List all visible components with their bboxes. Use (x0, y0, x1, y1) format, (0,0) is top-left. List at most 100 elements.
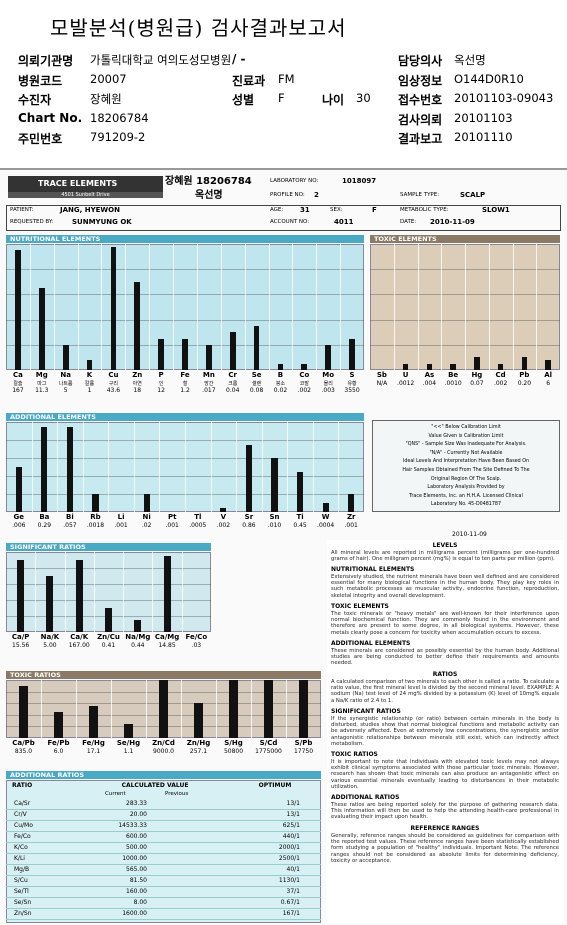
field-value: F (372, 206, 377, 214)
element-label: Na (60, 371, 71, 379)
legend-note: Hair Samples Obtained From The Site Defi… (402, 468, 530, 473)
field-label: DATE: (400, 219, 417, 225)
bar (521, 357, 528, 370)
value-label: 43.6 (106, 387, 121, 394)
column-divider (149, 244, 151, 370)
element-label: Tl (194, 513, 202, 521)
korean-label: 유황 (347, 381, 357, 387)
table-subheader: Previous (165, 791, 189, 797)
element-label: P (158, 371, 164, 379)
column-divider (152, 552, 154, 632)
explanations: LEVELS All mineral levels are reported in… (327, 540, 563, 923)
ratio-value: 14533.33 (118, 822, 147, 829)
bar (322, 503, 329, 512)
info-label: 진료과 (232, 73, 266, 88)
bar (75, 560, 83, 632)
ratio-value: 1000.00 (122, 855, 147, 862)
ratio-name: Fe/Co (14, 833, 31, 840)
value-label: .0012 (397, 380, 415, 387)
element-label: S/Cd (259, 739, 278, 747)
field-label: AGE: (270, 207, 284, 213)
bar (348, 494, 355, 512)
value-label: 0.04 (226, 387, 240, 394)
column-divider (53, 244, 55, 370)
explanation-text: These minerals are considered as possibl… (331, 648, 559, 667)
bar (92, 494, 99, 512)
value-label: .004 (422, 380, 437, 387)
element-label: Ti (296, 513, 304, 521)
grid-line (6, 294, 364, 296)
korean-label: 코발 (299, 381, 309, 387)
column-divider (108, 422, 110, 512)
bar (474, 357, 480, 370)
legend-note: Value Given is Calibration Limit (428, 433, 504, 439)
explanation-heading: NUTRITIONAL ELEMENTS (331, 566, 415, 573)
value-label: .003 (321, 387, 335, 394)
explanation-text: If the synergistic relationship (or rati… (331, 716, 559, 747)
field-label: PATIENT: (10, 207, 34, 213)
table-header: OPTIMUM (258, 782, 292, 789)
value-label: 0.08 (249, 387, 264, 394)
table-bg (6, 780, 321, 923)
ratio-value: 160.00 (126, 888, 147, 895)
field-label: PROFILE NO: (270, 192, 305, 198)
value-label: .02 (141, 522, 152, 529)
ratio-optimum: 2500/1 (278, 855, 300, 862)
element-label: Cr (228, 371, 238, 379)
column-divider (196, 244, 198, 370)
bar (54, 711, 63, 738)
column-divider (101, 244, 103, 370)
bar (15, 467, 22, 512)
ratio-value: 283.33 (126, 800, 147, 807)
lab-logo: TRACE ELEMENTS (8, 176, 163, 192)
grid-line (6, 584, 211, 585)
column-divider (93, 552, 95, 632)
value-label: 6.0 (53, 748, 64, 755)
element-label: Na/Mg (125, 633, 151, 641)
field-value: JANG, HYEWON (60, 206, 120, 214)
value-label: 0.41 (101, 642, 116, 649)
value-label: .010 (267, 522, 282, 529)
column-divider (286, 680, 287, 738)
value-label: 6 (546, 380, 551, 387)
element-label: Hg (471, 371, 483, 379)
value-label: 5 (63, 387, 68, 394)
value-label: .006 (12, 522, 26, 529)
column-divider (251, 680, 252, 738)
value-label: .03 (191, 642, 202, 649)
info-value: 20101103-09043 (454, 91, 554, 105)
element-label: Al (544, 371, 553, 379)
element-label: K (86, 371, 93, 379)
bar (41, 426, 48, 512)
field-value: 2010-11-09 (430, 218, 475, 226)
value-label: 1.2 (180, 387, 190, 394)
column-divider (465, 244, 466, 370)
explanation-heading: ADDITIONAL ELEMENTS (331, 640, 411, 647)
info-value: F (278, 91, 285, 105)
value-label: 0.02 (273, 387, 288, 394)
value-label: 835.0 (14, 748, 33, 755)
value-label: .001 (165, 522, 179, 529)
ratio-optimum: 13/1 (286, 811, 300, 818)
value-label: .057 (63, 522, 77, 529)
element-label: Ca/Mg (154, 633, 180, 641)
bar (134, 281, 141, 370)
column-divider (287, 422, 289, 512)
element-label: Na/K (40, 633, 60, 641)
ratio-value: 500.00 (126, 844, 147, 851)
element-label: Se (251, 371, 262, 379)
bar (159, 680, 168, 738)
column-divider (292, 244, 294, 370)
value-label: 1775000 (255, 748, 282, 755)
bar (426, 363, 433, 370)
info-value: 20101110 (454, 130, 513, 144)
bar (46, 576, 54, 632)
element-label: Ba (39, 513, 50, 521)
bar (297, 471, 304, 512)
value-label: .0004 (317, 522, 335, 529)
element-label: Cd (495, 371, 506, 379)
value-label: 257.1 (189, 748, 208, 755)
element-label: Co (299, 371, 310, 379)
value-label: .002 (216, 522, 231, 529)
element-label: Fe/Hg (82, 739, 105, 747)
